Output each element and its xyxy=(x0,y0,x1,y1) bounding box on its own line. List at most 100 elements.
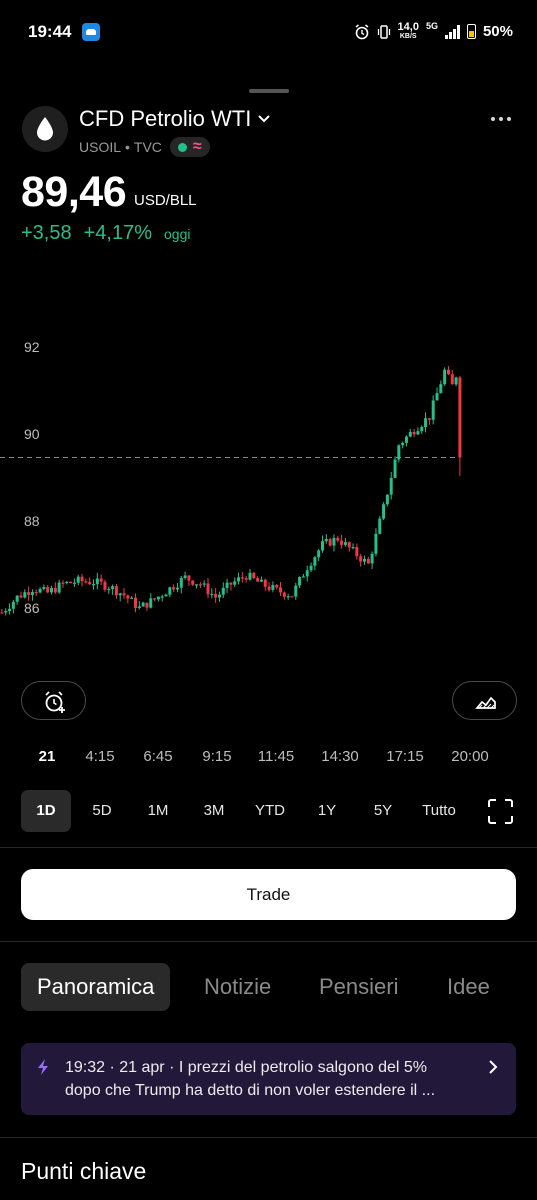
sheet-handle[interactable] xyxy=(249,89,289,93)
price-value: 89,46 xyxy=(21,168,127,216)
candle xyxy=(4,608,8,616)
candle xyxy=(168,586,172,598)
network-type: 5G xyxy=(425,21,438,31)
y-tick-label: 92 xyxy=(24,339,40,355)
candle xyxy=(221,582,225,598)
more-dots-icon xyxy=(491,117,495,121)
candle xyxy=(443,367,447,386)
candle xyxy=(431,395,435,425)
symbol-subtitle: USOIL • TVC ≈ xyxy=(79,137,210,157)
range-button-1y[interactable]: 1Y xyxy=(317,802,337,819)
tab-idee[interactable]: Idee xyxy=(447,974,490,999)
vibrate-icon xyxy=(377,24,390,39)
app-notification-icon xyxy=(82,23,100,41)
candle xyxy=(404,435,408,447)
news-headline-line2: dopo che Trump ha detto di non voler est… xyxy=(65,1082,436,1099)
candle xyxy=(286,593,290,600)
candle xyxy=(0,608,4,614)
candle xyxy=(313,555,317,571)
candle xyxy=(408,428,412,438)
candle xyxy=(145,602,149,611)
candle xyxy=(382,502,386,521)
symbol-exchange: TVC xyxy=(133,139,162,155)
candle xyxy=(42,584,46,591)
symbol-selector[interactable]: CFD Petrolio WTI xyxy=(79,106,271,132)
y-tick-label: 88 xyxy=(24,513,40,529)
candle xyxy=(412,428,416,438)
chevron-down-icon xyxy=(258,115,271,123)
range-button-5y[interactable]: 5Y xyxy=(373,802,393,819)
candle xyxy=(359,553,363,567)
add-alert-button[interactable] xyxy=(21,681,86,720)
candle xyxy=(133,593,137,613)
candle xyxy=(275,583,279,590)
area-chart-icon xyxy=(475,696,496,709)
change-percent: +4,17% xyxy=(83,222,152,244)
candle xyxy=(61,580,65,588)
candle xyxy=(298,576,302,589)
candle xyxy=(374,528,378,557)
candle xyxy=(72,578,76,587)
candle xyxy=(267,582,271,592)
candle xyxy=(195,584,199,589)
candle xyxy=(340,534,344,549)
range-button-ytd[interactable]: YTD xyxy=(255,802,285,819)
candle xyxy=(149,593,153,609)
price-chart[interactable]: 92 90 88 86 xyxy=(0,330,537,640)
range-button-tutto[interactable]: Tutto xyxy=(422,802,456,819)
chart-style-button[interactable] xyxy=(452,681,517,720)
candle xyxy=(50,585,54,595)
candle xyxy=(446,366,450,376)
symbol-ticker: USOIL xyxy=(79,139,122,155)
candle xyxy=(179,575,183,594)
change-absolute: +3,58 xyxy=(21,222,72,244)
time-tick-label: 17:15 xyxy=(386,748,424,765)
candle xyxy=(362,555,366,565)
divider xyxy=(0,941,537,942)
candle xyxy=(65,581,69,585)
tab-panoramica[interactable]: Panoramica xyxy=(21,963,171,1011)
oil-drop-icon xyxy=(22,106,68,152)
time-tick-label: 21 xyxy=(38,748,56,765)
range-button-5d[interactable]: 5D xyxy=(92,802,112,819)
time-tick-label: 6:45 xyxy=(143,748,173,765)
candle xyxy=(321,535,325,553)
news-meta: 19:32 · 21 apr · xyxy=(65,1059,175,1076)
range-button-1d[interactable]: 1D xyxy=(21,790,71,832)
more-options-button[interactable] xyxy=(491,117,511,121)
range-button-1m[interactable]: 1M xyxy=(147,802,169,819)
candle xyxy=(271,581,275,593)
candle xyxy=(301,574,305,578)
candle xyxy=(160,594,164,602)
trade-button[interactable]: Trade xyxy=(21,869,516,920)
candle xyxy=(378,515,382,535)
range-button-3m[interactable]: 3M xyxy=(203,802,225,819)
change-period: oggi xyxy=(164,226,191,242)
time-tick-label: 14:30 xyxy=(321,748,359,765)
candle xyxy=(427,418,431,425)
status-time: 19:44 xyxy=(28,22,72,41)
y-tick-label: 90 xyxy=(24,426,40,442)
battery-percent: 50% xyxy=(482,23,513,40)
candle xyxy=(424,412,428,433)
news-card[interactable]: 19:32 · 21 apr · I prezzi del petrolio s… xyxy=(21,1043,516,1115)
candle xyxy=(309,562,313,572)
fullscreen-button[interactable] xyxy=(487,798,514,825)
candle xyxy=(343,537,347,547)
candle xyxy=(30,589,34,601)
network-speed: 14,0 KB/S xyxy=(397,21,419,41)
candle xyxy=(385,494,389,507)
candle xyxy=(252,571,256,580)
candle xyxy=(57,579,61,594)
candle xyxy=(393,456,397,479)
tab-pensieri[interactable]: Pensieri xyxy=(319,974,399,999)
candle xyxy=(214,587,218,603)
symbol-name: CFD Petrolio WTI xyxy=(79,106,252,131)
candle xyxy=(111,584,115,595)
market-status-badge[interactable]: ≈ xyxy=(169,137,210,157)
candle xyxy=(53,582,57,594)
tab-notizie[interactable]: Notizie xyxy=(204,974,272,999)
candle xyxy=(336,535,340,543)
candle xyxy=(8,603,12,615)
candle xyxy=(183,571,187,580)
